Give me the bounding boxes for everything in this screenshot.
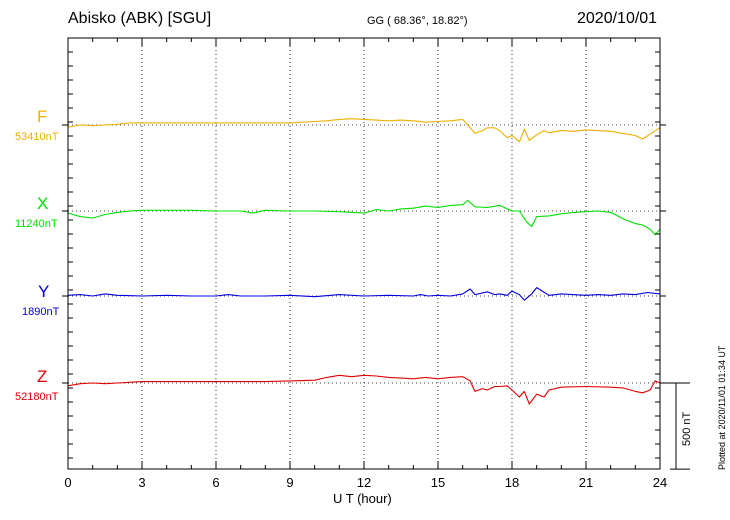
x-tick-label: 6 [212, 475, 219, 490]
x-tick-label: 21 [579, 475, 593, 490]
x-tick-label: 0 [64, 475, 71, 490]
plotted-timestamp: Plotted at 2020/11/01 01:34 UT [717, 345, 727, 470]
x-tick-label: 24 [653, 475, 667, 490]
x-tick-label: 12 [357, 475, 371, 490]
series-line-z [67, 374, 661, 405]
baseline-label-y: 1890nT [22, 306, 60, 318]
series-layer [67, 118, 661, 405]
date-label: 2020/10/01 [577, 10, 658, 27]
station-title: Abisko (ABK) [SGU] [68, 10, 212, 27]
x-axis-label: U T (hour) [333, 491, 392, 506]
series-label-f: F [37, 107, 48, 126]
series-line-y [67, 287, 661, 301]
axis-layer: 0 3 6 9 12 15 18 21 24 [62, 37, 690, 490]
scale-bar-label: 500 nT [681, 411, 693, 446]
series-label-y: Y [38, 282, 50, 301]
series-label-x: X [37, 194, 49, 213]
baseline-label-f: 53410nT [15, 131, 59, 143]
x-tick-label: 9 [286, 475, 293, 490]
series-line-x [67, 199, 661, 236]
x-tick-label: 15 [431, 475, 445, 490]
baseline-label-z: 52180nT [15, 391, 59, 403]
series-label-z: Z [37, 367, 48, 386]
x-tick-label: 3 [138, 475, 145, 490]
baseline-label-x: 11240nT [15, 218, 58, 230]
series-line-f [67, 118, 661, 143]
coordinates-label: GG ( 68.36°, 18.82°) [367, 15, 468, 27]
grid-layer [68, 38, 660, 469]
x-tick-label: 18 [505, 475, 519, 490]
